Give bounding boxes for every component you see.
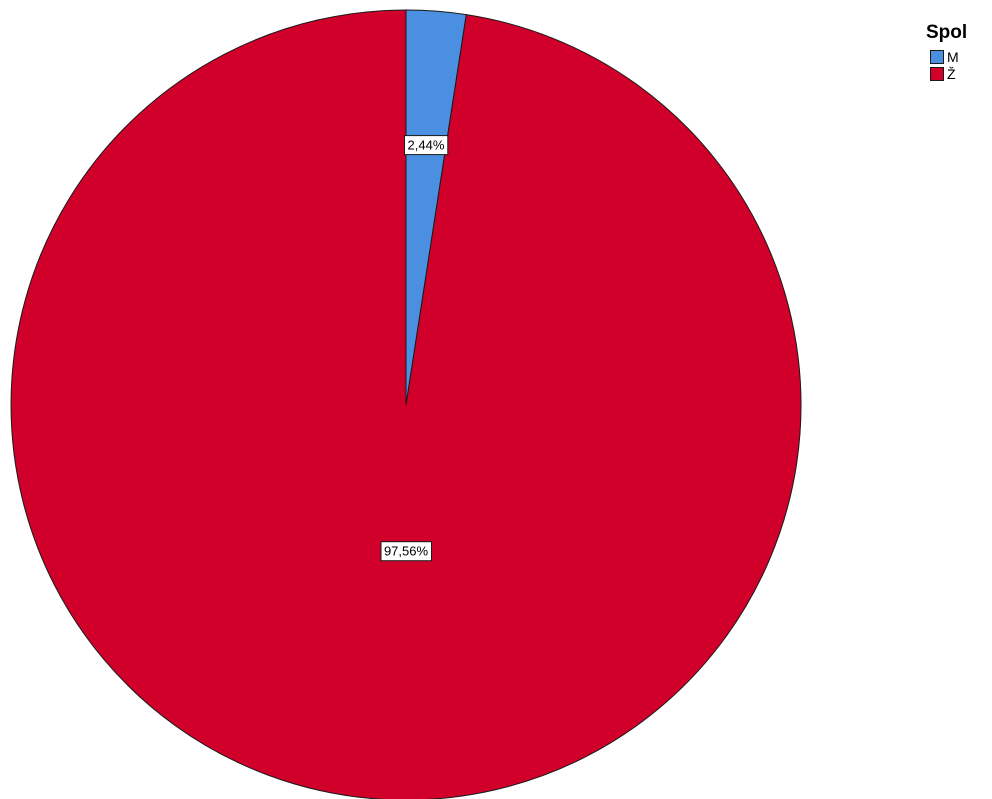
legend-item-m: M bbox=[930, 48, 967, 65]
pie-slices bbox=[10, 9, 802, 799]
data-label-box bbox=[404, 135, 449, 156]
data-label-text: 97,56% bbox=[384, 544, 429, 559]
legend-label: M bbox=[947, 48, 959, 65]
legend-swatch bbox=[930, 49, 944, 64]
legend-swatch bbox=[930, 66, 944, 81]
data-label-box bbox=[380, 541, 432, 562]
pie-slice-z bbox=[10, 9, 802, 799]
legend-item-z: Ž bbox=[930, 65, 967, 82]
legend-title: Spol bbox=[926, 22, 968, 43]
data-label-m: 2,44% bbox=[404, 135, 449, 156]
legend-label: Ž bbox=[947, 65, 956, 82]
data-label-z: 97,56% bbox=[380, 541, 432, 562]
pie-data-labels: 2,44% 97,56% bbox=[380, 135, 449, 562]
data-label-text: 2,44% bbox=[408, 138, 445, 153]
